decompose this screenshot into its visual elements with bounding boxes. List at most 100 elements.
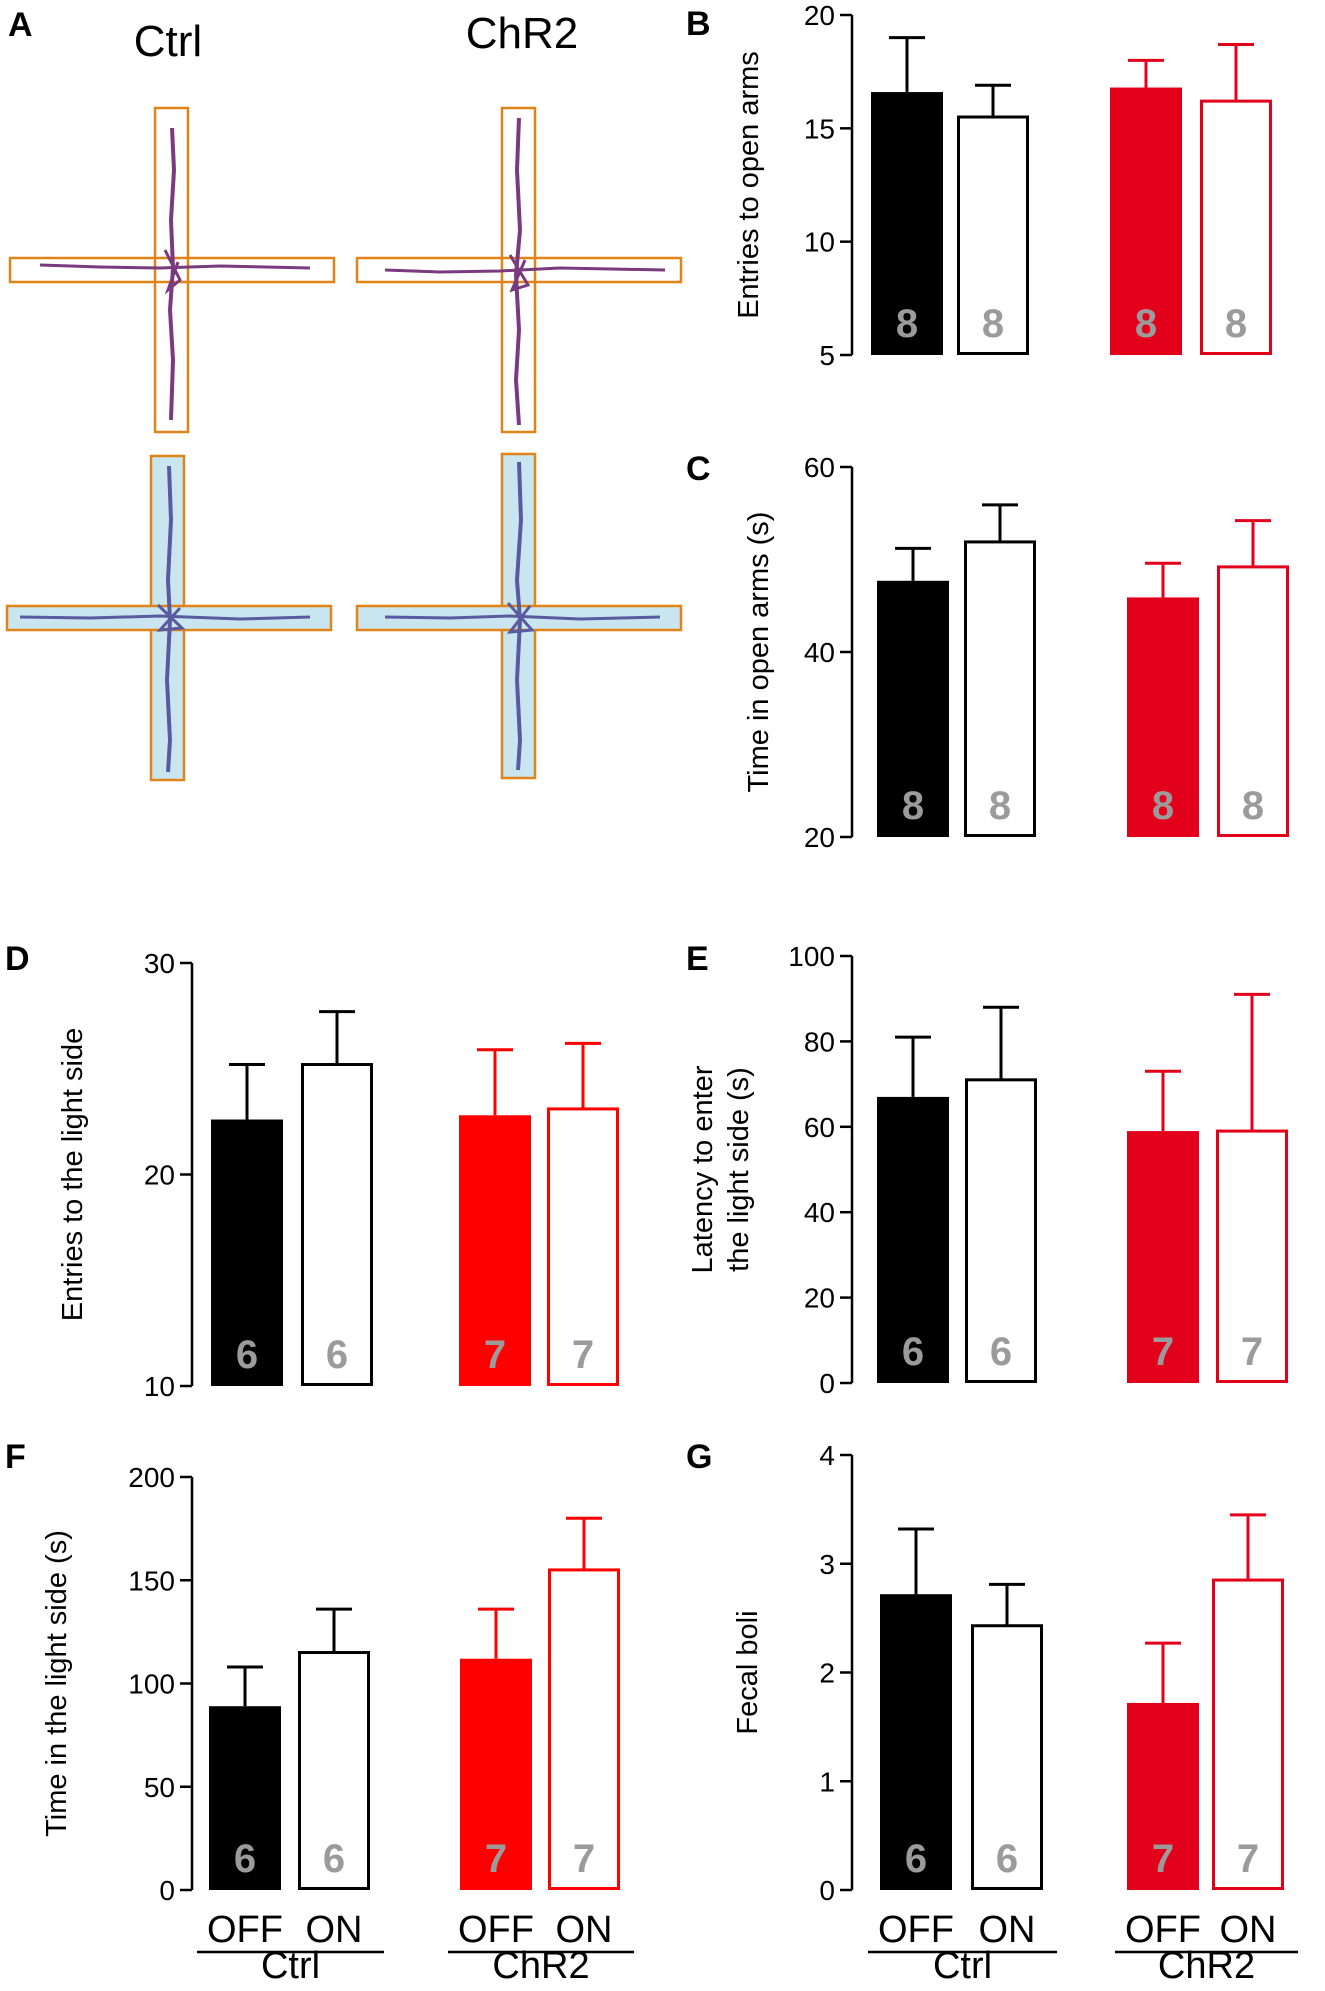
y-tick-label: 40 — [804, 637, 835, 668]
group-label-chr2: ChR2 — [492, 1945, 589, 1987]
n-label-chr2-on: 8 — [1242, 784, 1264, 828]
group-label-ctrl: Ctrl — [933, 1945, 992, 1987]
y-tick-label: 0 — [819, 1875, 835, 1906]
y-axis-title: Latency to enter — [687, 1065, 719, 1273]
n-label-chr2-off: 8 — [1152, 784, 1174, 828]
n-label-ctrl-on: 8 — [989, 784, 1011, 828]
y-tick-label: 10 — [804, 227, 835, 258]
y-tick-label: 20 — [804, 822, 835, 853]
n-label-ctrl-on: 6 — [326, 1333, 348, 1377]
y-tick-label: 20 — [144, 1160, 175, 1191]
y-tick-label: 2 — [819, 1658, 835, 1689]
y-tick-label: 1 — [819, 1766, 835, 1797]
panel-letter-f: F — [5, 1438, 26, 1476]
y-tick-label: 20 — [804, 1283, 835, 1314]
n-label-chr2-off: 7 — [484, 1333, 506, 1377]
bar-ctrl-off — [880, 1594, 952, 1890]
maze-ctrl-on — [5, 454, 333, 782]
y-tick-label: 0 — [159, 1875, 175, 1906]
bar-chr2-off — [1110, 87, 1182, 356]
condition-label-on: ON — [556, 1909, 613, 1951]
bar-chr2-off — [459, 1115, 531, 1386]
maze-ctrl-off — [8, 106, 336, 434]
condition-label-off: OFF — [1125, 1909, 1201, 1951]
y-axis-title: the light side (s) — [723, 1067, 755, 1272]
y-tick-label: 40 — [804, 1197, 835, 1228]
group-label-chr2: ChR2 — [1158, 1945, 1255, 1987]
bar-chr2-on — [1216, 1129, 1288, 1383]
maze-chr2-off — [355, 106, 683, 434]
group-label-ctrl: Ctrl — [261, 1945, 320, 1987]
condition-label-on: ON — [979, 1909, 1036, 1951]
n-label-chr2-off: 7 — [485, 1837, 507, 1881]
y-axis-title: Fecal boli — [732, 1610, 764, 1734]
maze-chr2-on — [355, 452, 683, 780]
y-axis-title: Entries to the light side — [57, 1028, 89, 1321]
bar-ctrl-off — [877, 1096, 949, 1383]
panel-letter-g: G — [686, 1438, 712, 1476]
panel-letter-d: D — [5, 940, 30, 978]
n-label-ctrl-on: 6 — [990, 1330, 1012, 1374]
n-label-chr2-off: 7 — [1152, 1330, 1174, 1374]
n-label-chr2-on: 7 — [1241, 1330, 1263, 1374]
panel-letter-a: A — [8, 6, 33, 44]
panel-d-chart: D 10 20 30 Entries to the light side 6 6 7 7 — [5, 940, 619, 1402]
bar-chr2-on — [548, 1568, 620, 1891]
y-axis-title: Time in the light side (s) — [41, 1530, 73, 1837]
n-label-chr2-on: 7 — [1237, 1837, 1259, 1881]
y-tick-label: 200 — [128, 1462, 175, 1493]
y-tick-label: 60 — [804, 452, 835, 483]
y-tick-label: 3 — [819, 1549, 835, 1580]
bar-ctrl-off — [209, 1706, 281, 1890]
condition-label-off: OFF — [458, 1909, 534, 1951]
bar-chr2-off — [1127, 1131, 1199, 1383]
panel-letter-b: B — [686, 5, 711, 43]
n-label-ctrl-off: 6 — [902, 1330, 924, 1374]
bar-chr2-on — [547, 1107, 619, 1387]
y-axis-title: Time in open arms (s) — [743, 512, 775, 793]
panel-b-chart: B 5 10 15 20 Entries to open arms 8 8 8 8 — [686, 0, 1272, 371]
bar-chr2-off — [1127, 1702, 1199, 1890]
n-label-ctrl-off: 6 — [905, 1837, 927, 1881]
y-tick-label: 100 — [788, 941, 835, 972]
y-tick-label: 150 — [128, 1565, 175, 1596]
panel-letter-c: C — [686, 450, 711, 488]
condition-label-off: OFF — [207, 1909, 283, 1951]
n-label-ctrl-on: 6 — [323, 1837, 345, 1881]
bar-ctrl-off — [871, 92, 943, 356]
bar-ctrl-on — [298, 1651, 370, 1891]
y-tick-label: 0 — [819, 1368, 835, 1399]
n-label-chr2-on: 7 — [573, 1837, 595, 1881]
y-tick-label: 10 — [144, 1371, 175, 1402]
col-label-ctrl: Ctrl — [134, 17, 202, 66]
bar-chr2-off — [460, 1658, 532, 1890]
y-tick-label: 80 — [804, 1026, 835, 1057]
bar-chr2-off — [1127, 597, 1199, 837]
n-label-chr2-off: 7 — [1152, 1837, 1174, 1881]
panel-f-chart: F 0 50 100 150 200 Time in the light side (s) 6… — [5, 1438, 634, 1987]
panel-e-chart: E 0 20 40 60 80 100 Latency to enter the light s… — [686, 940, 1288, 1399]
n-label-ctrl-off: 6 — [234, 1837, 256, 1881]
y-axis-title: Entries to open arms — [733, 51, 765, 319]
y-tick-label: 50 — [144, 1772, 175, 1803]
panel-a: A Ctrl ChR2 — [5, 6, 683, 782]
condition-label-on: ON — [1220, 1909, 1277, 1951]
n-label-chr2-off: 8 — [1135, 302, 1157, 346]
n-label-ctrl-off: 8 — [902, 784, 924, 828]
panel-letter-e: E — [686, 940, 709, 978]
y-tick-label: 30 — [144, 948, 175, 979]
condition-label-off: OFF — [878, 1909, 954, 1951]
col-label-chr2: ChR2 — [466, 9, 579, 58]
condition-label-on: ON — [306, 1909, 363, 1951]
y-tick-label: 60 — [804, 1112, 835, 1143]
n-label-chr2-on: 8 — [1225, 302, 1247, 346]
bar-chr2-on — [1200, 99, 1272, 355]
bar-chr2-on — [1212, 1578, 1284, 1890]
n-label-ctrl-on: 8 — [982, 302, 1004, 346]
y-tick-label: 100 — [128, 1669, 175, 1700]
y-tick-label: 20 — [804, 0, 835, 31]
n-label-chr2-on: 7 — [572, 1333, 594, 1377]
bar-ctrl-off — [877, 580, 949, 837]
n-label-ctrl-on: 6 — [996, 1837, 1018, 1881]
